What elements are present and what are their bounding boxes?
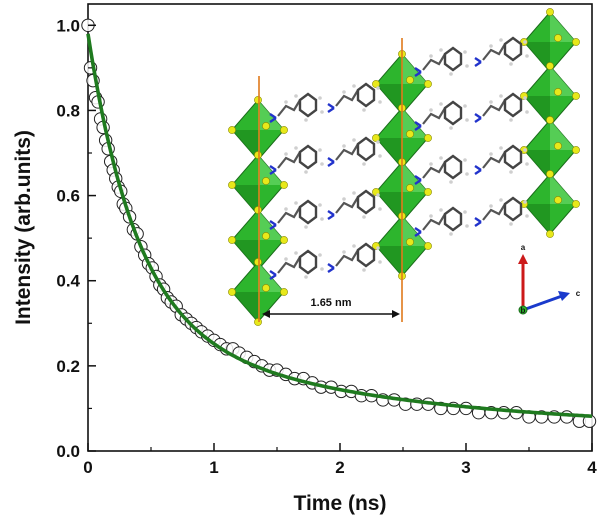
plot-border	[87, 3, 593, 452]
y-tick-label: 0.2	[56, 357, 80, 376]
organic-cation	[474, 196, 529, 227]
y-tick-label: 0.0	[56, 442, 80, 461]
organic-cation	[327, 189, 382, 220]
organic-cation	[269, 249, 324, 280]
x-axis-title: Time (ns)	[294, 492, 387, 515]
inorganic-octahedron	[520, 116, 580, 184]
x-tick-label: 4	[587, 458, 597, 477]
organic-cation	[269, 199, 324, 230]
axis-c-arrow	[522, 294, 563, 312]
organic-cation	[414, 206, 469, 237]
inorganic-octahedron	[520, 8, 580, 76]
inorganic-octahedron	[520, 170, 580, 238]
y-tick-label: 0.4	[56, 272, 80, 291]
organic-cation	[414, 154, 469, 185]
organic-cation	[269, 92, 324, 123]
organic-cation	[327, 242, 382, 273]
data-layer	[81, 18, 597, 428]
x-tick-label: 2	[335, 458, 344, 477]
spacing-label: 1.65 nm	[311, 297, 352, 309]
organic-cation	[414, 100, 469, 131]
y-tick-label: 0.6	[56, 187, 80, 206]
spacing-arrow-head	[392, 310, 400, 318]
axes-layer: 0 1 2 3 4 0.0 0.2 0.4 0.6 0.8 1.0 Time (ns) Intensit…	[12, 16, 597, 515]
organic-cation	[474, 144, 529, 175]
plot-frame	[87, 3, 593, 452]
inorganic-octahedron	[520, 62, 580, 130]
axis-c-label: c	[576, 289, 581, 298]
x-tick-label: 3	[461, 458, 470, 477]
inorganic-octahedron	[228, 151, 288, 219]
fit-layer	[86, 33, 593, 418]
y-tick-label: 0.8	[56, 101, 80, 120]
axis-a-arrow-head	[518, 254, 528, 264]
y-tick-label: 1.0	[56, 16, 80, 35]
organic-cation	[327, 136, 382, 167]
axis-b-label: b	[521, 306, 526, 315]
axis-c-arrow-head	[558, 291, 570, 301]
axis-a-label: a	[521, 243, 526, 252]
inorganic-octahedron	[228, 258, 288, 326]
organic-cation	[474, 92, 529, 123]
fit-curve	[86, 33, 593, 418]
y-axis-title: Intensity (arb.units)	[12, 130, 35, 325]
x-tick-label: 1	[209, 458, 218, 477]
data-point	[560, 410, 574, 424]
annotation-layer: 1.65 nm a c b	[311, 243, 581, 315]
x-tick-label: 0	[83, 458, 92, 477]
axis-b-marker	[518, 305, 528, 315]
organic-cation	[414, 46, 469, 77]
organic-cation	[327, 82, 382, 113]
organic-cation	[269, 144, 324, 175]
spacing-arrow-head	[262, 310, 270, 318]
organic-cation	[474, 36, 529, 67]
crystal-structure-inset	[228, 8, 580, 326]
